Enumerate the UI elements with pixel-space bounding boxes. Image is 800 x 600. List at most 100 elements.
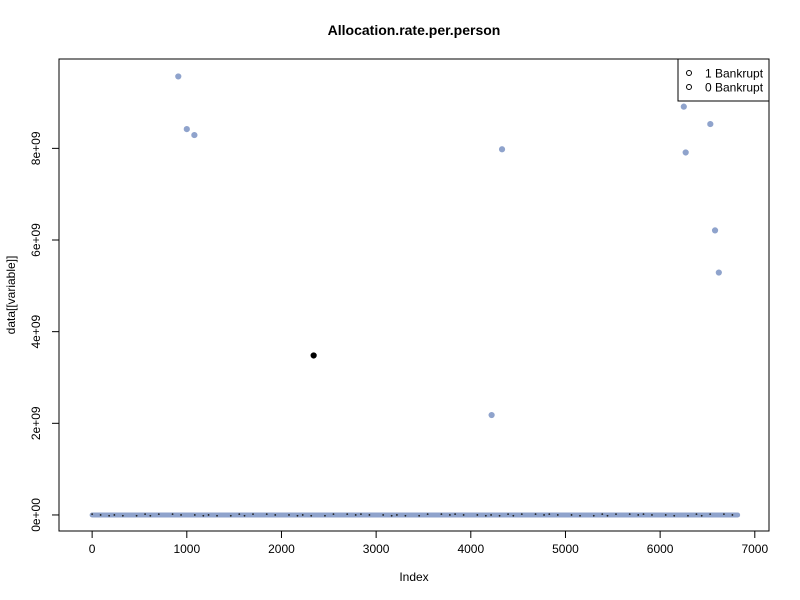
data-point	[346, 513, 349, 516]
data-point	[238, 513, 241, 516]
x-axis: 0 1000 2000 3000 4000 5000 6000 7000	[89, 530, 768, 556]
data-point	[488, 411, 495, 419]
legend-label-0-bankrupt: 0 Bankrupt	[705, 81, 764, 95]
data-point	[687, 514, 689, 517]
data-point	[707, 120, 714, 128]
data-point	[296, 514, 299, 517]
data-point	[180, 514, 182, 516]
data-point	[390, 514, 393, 517]
data-point	[592, 514, 595, 517]
data-point	[448, 514, 451, 516]
y-axis: 0e+00 2e+09 4e+09 6e+09 8e+09	[29, 131, 60, 532]
data-point	[454, 513, 457, 516]
data-point	[157, 513, 160, 516]
data-point	[711, 227, 719, 234]
data-point	[99, 514, 102, 516]
plot-frame	[58, 58, 770, 532]
data-point	[396, 514, 398, 516]
data-point	[144, 513, 146, 516]
data-point	[664, 514, 667, 516]
data-point	[324, 514, 326, 517]
data-point	[695, 513, 698, 516]
data-point	[243, 514, 246, 517]
data-point	[121, 514, 124, 517]
data-point	[512, 514, 515, 517]
data-point	[207, 514, 210, 516]
data-point	[135, 514, 138, 517]
data-point	[191, 131, 198, 139]
data-point	[723, 513, 725, 516]
y-tick-label: 8e+09	[29, 131, 43, 165]
data-point	[579, 514, 581, 517]
data-point	[113, 514, 116, 516]
data-point	[709, 513, 712, 516]
data-point	[175, 73, 182, 80]
data-point	[498, 514, 501, 517]
data-point	[628, 513, 631, 516]
data-point	[715, 269, 722, 276]
data-point	[310, 352, 317, 359]
data-point	[673, 514, 676, 517]
x-axis-label: Index	[399, 570, 428, 584]
data-point	[700, 514, 703, 517]
y-tick-label: 2e+09	[29, 406, 43, 440]
data-point	[426, 513, 429, 516]
x-tick-label: 2000	[268, 542, 295, 556]
data-point	[193, 514, 196, 516]
data-point	[534, 513, 537, 516]
data-point	[274, 514, 277, 516]
data-point	[615, 513, 617, 516]
x-tick-label: 1000	[173, 542, 200, 556]
data-point	[310, 514, 313, 517]
legend: 1 Bankrupt 0 Bankrupt	[677, 58, 770, 102]
points-layer	[175, 73, 722, 419]
chart-title: Allocation.rate.per.person	[328, 22, 501, 38]
x-tick-label: 0	[89, 542, 96, 556]
data-point	[382, 514, 385, 516]
y-axis-label: data[[variable]]	[4, 256, 18, 335]
x-tick-label: 6000	[647, 542, 674, 556]
data-point	[637, 514, 640, 516]
data-point	[91, 513, 94, 516]
data-point	[484, 514, 487, 517]
data-point	[543, 514, 545, 516]
data-point	[556, 514, 559, 516]
y-tick-label: 4e+09	[29, 314, 43, 348]
data-point	[570, 514, 573, 516]
data-point	[265, 513, 268, 516]
data-point	[498, 146, 506, 153]
data-point	[642, 513, 645, 516]
data-point	[252, 513, 254, 516]
data-point	[601, 513, 604, 516]
data-point	[731, 514, 734, 516]
data-point	[216, 514, 218, 517]
data-point	[229, 514, 232, 517]
legend-marker-0-bankrupt	[686, 84, 692, 90]
data-point	[651, 514, 653, 516]
data-point	[149, 514, 152, 517]
data-point	[606, 514, 609, 517]
data-point	[288, 514, 290, 516]
x-tick-label: 7000	[741, 542, 768, 556]
data-point	[202, 514, 205, 517]
data-point	[354, 514, 357, 516]
data-point	[476, 514, 479, 516]
data-point	[507, 513, 509, 516]
data-point	[183, 126, 190, 133]
legend-box	[677, 58, 770, 102]
data-point	[520, 513, 523, 516]
data-point	[108, 514, 111, 517]
legend-marker-1-bankrupt	[686, 70, 692, 76]
data-point	[404, 514, 407, 517]
data-point	[301, 514, 304, 516]
data-point	[548, 513, 551, 516]
data-point	[440, 513, 443, 516]
data-point	[368, 514, 371, 516]
x-tick-label: 4000	[457, 542, 484, 556]
y-tick-label: 0e+00	[29, 498, 43, 532]
baseline-points-layer	[89, 512, 741, 518]
x-tick-label: 5000	[552, 542, 579, 556]
legend-label-1-bankrupt: 1 Bankrupt	[705, 67, 764, 81]
x-tick-label: 3000	[363, 542, 390, 556]
